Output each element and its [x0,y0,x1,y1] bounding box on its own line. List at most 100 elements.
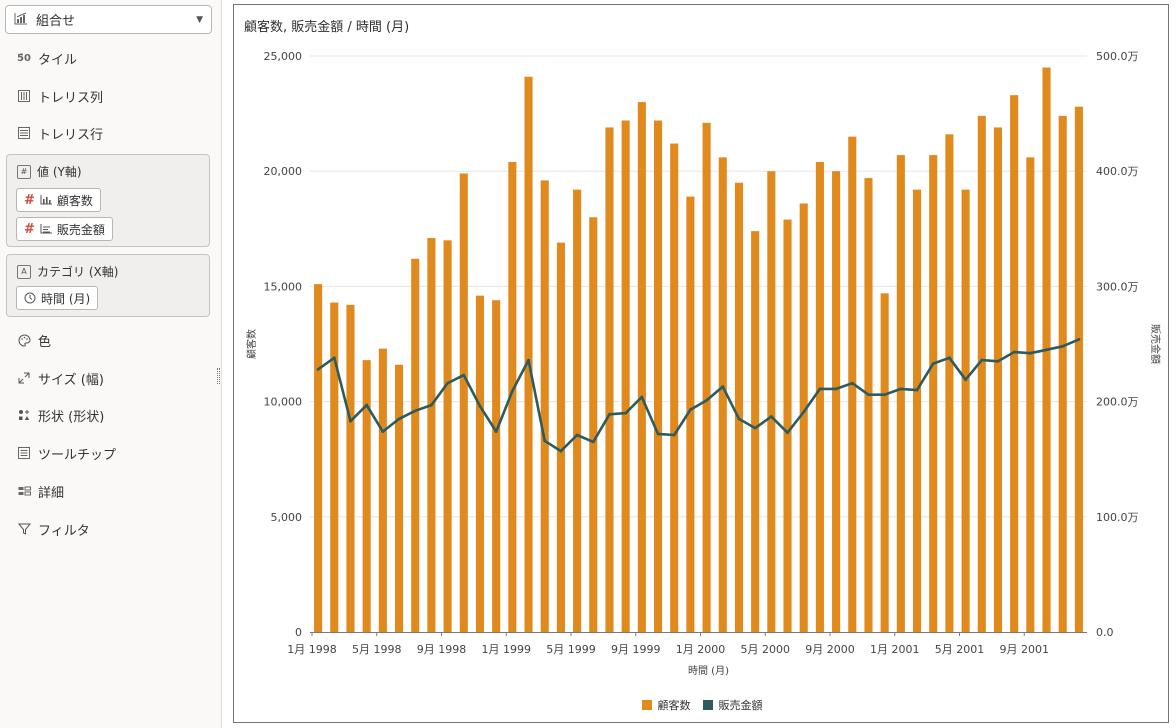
tooltip-row[interactable]: ツールチップ [16,443,116,463]
point-sales[interactable] [349,419,352,423]
point-sales[interactable] [737,417,741,421]
bar-customers[interactable] [1074,106,1083,633]
bar-customers[interactable] [362,360,371,632]
bar-customers[interactable] [686,196,695,632]
point-sales[interactable] [1028,351,1032,355]
bar-customers[interactable] [314,284,323,632]
bar-customers[interactable] [783,219,792,633]
bar-customers[interactable] [734,182,744,632]
bar-customers[interactable] [718,157,727,632]
point-sales[interactable] [818,387,822,391]
point-sales[interactable] [575,433,579,437]
bar-customers[interactable] [346,304,355,632]
bar-customers[interactable] [605,127,614,632]
tile-row[interactable]: 5̄0 タイル [16,48,77,68]
bar-customers[interactable] [1026,157,1035,632]
point-sales[interactable] [624,411,628,415]
value-pill-sales[interactable]: # 販売金額 [16,217,113,241]
bar-customers[interactable] [540,180,549,632]
bar-customers[interactable] [945,134,954,632]
bar-customers[interactable] [427,238,436,633]
point-sales[interactable] [462,373,466,377]
bar-customers[interactable] [864,178,873,632]
bar-customers[interactable] [993,127,1003,632]
point-sales[interactable] [365,403,369,407]
point-sales[interactable] [672,433,676,437]
point-sales[interactable] [689,408,692,412]
point-sales[interactable] [769,415,773,418]
chart-type-dropdown[interactable]: 組合せ ▼ [5,5,212,34]
point-sales[interactable] [640,395,644,399]
values-drop-zone[interactable]: # 値 (Y軸) # 顧客数 # 販売金額 [6,154,210,247]
point-sales[interactable] [786,431,789,435]
bar-customers[interactable] [589,217,598,632]
value-pill-customers[interactable]: # 顧客数 [16,188,101,212]
point-sales[interactable] [996,359,1000,363]
bar-customers[interactable] [394,364,404,632]
bar-customers[interactable] [1010,95,1019,633]
point-sales[interactable] [527,358,530,362]
point-sales[interactable] [705,399,708,402]
bar-customers[interactable] [378,348,387,632]
point-sales[interactable] [413,409,417,413]
point-sales[interactable] [721,385,725,389]
point-sales[interactable] [478,404,482,408]
bar-customers[interactable] [896,155,905,632]
point-sales[interactable] [446,381,449,385]
point-sales[interactable] [332,356,336,360]
bar-customers[interactable] [702,122,711,632]
bar-customers[interactable] [330,302,339,632]
point-sales[interactable] [608,412,611,416]
bar-customers[interactable] [492,300,501,632]
legend-item-customers[interactable]: 顧客数 [641,697,691,713]
line-sales[interactable] [316,338,1081,453]
size-row[interactable]: サイズ (幅) [16,368,104,388]
bar-customers[interactable] [670,143,679,632]
point-sales[interactable] [899,387,903,391]
trellis-columns-row[interactable]: トレリス列 [16,86,103,106]
point-sales[interactable] [1012,350,1016,354]
shape-row[interactable]: 形状 (形状) [16,405,104,425]
legend-item-sales[interactable]: 販売金額 [702,697,763,713]
bar-customers[interactable] [508,161,517,632]
point-sales[interactable] [834,387,838,391]
point-sales[interactable] [1061,344,1065,348]
filter-row[interactable]: フィルタ [16,519,90,539]
category-pill-time-month[interactable]: 時間 (月) [16,286,99,310]
bar-customers[interactable] [799,203,808,632]
bar-customers[interactable] [880,293,889,632]
combo-chart[interactable]: 0 5,000 10,000 15,000 20,000 25,000 0.0 100.0万 2… [234,5,1170,724]
bar-customers[interactable] [459,173,468,632]
point-sales[interactable] [1077,337,1081,341]
color-row[interactable]: 色 [16,330,51,350]
bar-customers[interactable] [751,231,760,632]
bar-customers[interactable] [556,242,565,632]
point-sales[interactable] [543,439,547,443]
point-sales[interactable] [883,393,887,397]
bar-customers[interactable] [929,155,938,632]
bar-customers[interactable] [832,171,841,632]
point-sales[interactable] [510,389,514,393]
point-sales[interactable] [915,388,919,392]
bar-customers[interactable] [815,161,824,632]
point-sales[interactable] [802,410,806,414]
point-sales[interactable] [559,449,563,453]
category-drop-zone[interactable]: A カテゴリ (X軸) 時間 (月) [6,254,210,317]
bar-customers[interactable] [653,120,663,633]
point-sales[interactable] [381,430,385,433]
bar-customers[interactable] [637,102,646,632]
bar-customers[interactable] [977,115,986,633]
bar-customers[interactable] [621,120,630,633]
point-sales[interactable] [1045,348,1048,352]
point-sales[interactable] [430,403,433,407]
bar-customers[interactable] [912,189,922,632]
detail-row[interactable]: 詳細 [16,481,64,501]
point-sales[interactable] [753,426,757,430]
point-sales[interactable] [397,417,401,421]
point-sales[interactable] [980,358,984,362]
point-sales[interactable] [948,356,951,360]
bar-customers[interactable] [1058,115,1067,633]
point-sales[interactable] [964,378,967,382]
point-sales[interactable] [316,367,320,371]
bar-customers[interactable] [475,295,485,632]
